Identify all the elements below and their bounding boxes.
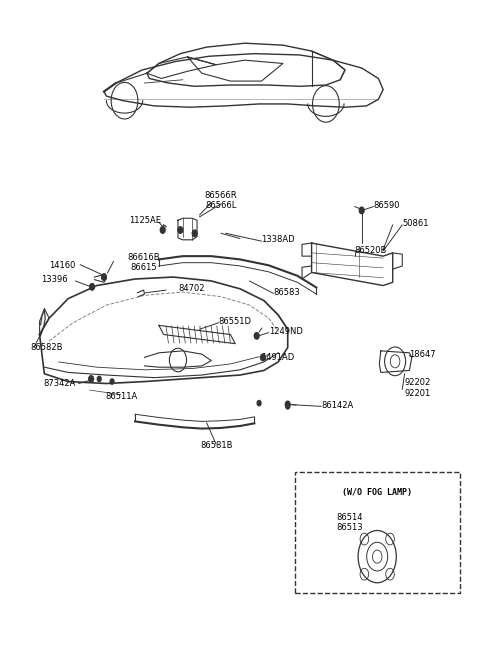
Text: 1125AE: 1125AE: [129, 216, 161, 225]
Text: 86590: 86590: [373, 201, 400, 210]
Circle shape: [286, 404, 289, 409]
Text: 50861: 50861: [402, 219, 429, 228]
Circle shape: [89, 376, 94, 382]
Circle shape: [110, 379, 114, 384]
Text: 86142A: 86142A: [321, 401, 353, 409]
Text: 86616B
86615: 86616B 86615: [128, 253, 160, 272]
Text: 86511A: 86511A: [105, 392, 137, 401]
Text: 84702: 84702: [178, 284, 204, 293]
Text: 86520B: 86520B: [355, 247, 387, 255]
Circle shape: [160, 227, 165, 234]
Text: 86583: 86583: [274, 287, 300, 297]
Text: 1338AD: 1338AD: [262, 236, 295, 244]
Text: 87342A: 87342A: [43, 379, 75, 388]
Text: 86551D: 86551D: [218, 317, 252, 326]
Text: 86514
86513: 86514 86513: [336, 513, 363, 533]
Text: 13396: 13396: [42, 274, 68, 283]
Text: 86582B: 86582B: [30, 343, 62, 352]
Circle shape: [254, 333, 259, 339]
Circle shape: [97, 377, 101, 382]
Text: 1491AD: 1491AD: [262, 353, 295, 362]
Circle shape: [102, 274, 107, 280]
Circle shape: [285, 401, 290, 407]
Text: 92202
92201: 92202 92201: [405, 379, 431, 398]
Circle shape: [257, 401, 261, 405]
Text: 18647: 18647: [409, 350, 436, 359]
Polygon shape: [40, 310, 45, 336]
Circle shape: [360, 207, 364, 214]
Text: 86581B: 86581B: [200, 441, 232, 450]
Circle shape: [261, 354, 265, 361]
Circle shape: [192, 230, 197, 237]
Text: (W/O FOG LAMP): (W/O FOG LAMP): [342, 488, 412, 497]
Text: 86566R
86566L: 86566R 86566L: [204, 191, 237, 211]
Circle shape: [178, 227, 183, 234]
Text: 1249ND: 1249ND: [269, 327, 302, 336]
Circle shape: [90, 283, 95, 290]
Text: 14160: 14160: [49, 262, 75, 270]
